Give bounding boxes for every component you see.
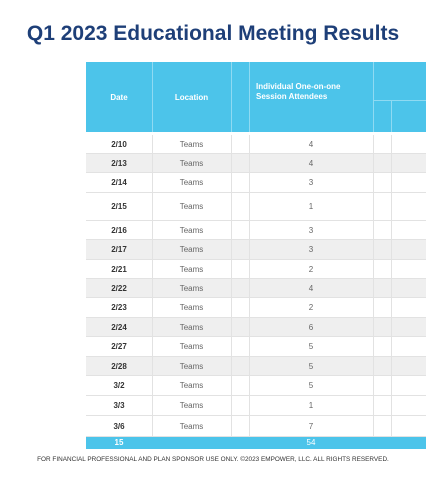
- date-cell: 3/3: [113, 401, 125, 410]
- attendees-cell: 2: [308, 264, 314, 274]
- location-cell: Teams: [179, 264, 204, 274]
- header-divider: [373, 62, 374, 132]
- attendees-cell: 7: [308, 421, 314, 431]
- table-row: [86, 135, 426, 154]
- attendees-cell: 2: [308, 303, 314, 312]
- total-count: 15: [114, 438, 124, 447]
- location-cell: Teams: [179, 381, 204, 390]
- date-cell: 3/6: [113, 421, 125, 431]
- location-cell: Teams: [179, 202, 204, 211]
- table-row: [86, 193, 426, 221]
- location-cell: Teams: [179, 322, 204, 332]
- table-row: [86, 154, 426, 173]
- date-cell: 2/23: [111, 303, 127, 312]
- date-cell: 2/28: [111, 361, 127, 371]
- attendees-cell: 5: [308, 361, 314, 371]
- header-divider: [231, 62, 232, 132]
- table-row: [86, 396, 426, 416]
- date-cell: 2/24: [111, 322, 127, 332]
- table-row: [86, 318, 426, 337]
- table-row: [86, 260, 426, 279]
- location-cell: Teams: [179, 139, 204, 149]
- location-cell: Teams: [179, 401, 204, 410]
- attendees-cell: 3: [308, 245, 314, 254]
- location-cell: Teams: [179, 178, 204, 187]
- header-divider: [249, 62, 250, 132]
- table-row: [86, 279, 426, 298]
- table-row: [86, 298, 426, 318]
- table-row: [86, 173, 426, 193]
- attendees-cell: 1: [308, 202, 314, 211]
- table-row: [86, 221, 426, 240]
- date-cell: 2/13: [111, 158, 127, 168]
- table-row: [86, 416, 426, 437]
- attendees-cell: 5: [308, 342, 314, 351]
- table-row: [86, 337, 426, 357]
- attendees-cell: 5: [308, 381, 314, 390]
- location-cell: Teams: [179, 421, 204, 431]
- location-cell: Teams: [179, 303, 204, 312]
- attendees-cell: 4: [308, 283, 314, 293]
- location-cell: Teams: [179, 245, 204, 254]
- location-cell: Teams: [179, 342, 204, 351]
- date-cell: 3/2: [113, 381, 125, 390]
- date-cell: 2/21: [111, 264, 127, 274]
- attendees-cell: 6: [308, 322, 314, 332]
- header-cell: Individual One-on-one Session Attendees: [256, 82, 341, 101]
- attendees-cell: 4: [308, 158, 314, 168]
- table-row: [86, 240, 426, 260]
- attendees-cell: 4: [308, 139, 314, 149]
- attendees-cell: 1: [308, 401, 314, 410]
- header-divider: [373, 100, 426, 101]
- date-cell: 2/14: [111, 178, 127, 187]
- column-divider: [249, 135, 250, 437]
- location-cell: Teams: [179, 158, 204, 168]
- column-divider: [373, 135, 374, 437]
- location-cell: Teams: [179, 225, 204, 235]
- location-cell: Teams: [179, 361, 204, 371]
- column-divider: [152, 135, 153, 437]
- date-cell: 2/22: [111, 283, 127, 293]
- total-row: [86, 437, 426, 449]
- table-row: [86, 376, 426, 396]
- title: Q1 2023 Educational Meeting Results: [26, 22, 400, 45]
- date-cell: 2/16: [111, 225, 127, 235]
- attendees-cell: 3: [308, 225, 314, 235]
- header-row: [86, 62, 426, 132]
- header-divider: [152, 62, 153, 132]
- table-row: [86, 357, 426, 376]
- header-divider: [391, 100, 392, 132]
- column-divider: [391, 135, 392, 437]
- location-cell: Teams: [179, 283, 204, 293]
- table: Date Location Individual One-on-one Sessio…: [86, 62, 426, 449]
- header-cell: Date: [110, 93, 128, 102]
- date-cell: 2/17: [111, 245, 127, 254]
- header-cell: Location: [174, 93, 209, 102]
- date-cell: 2/27: [111, 342, 127, 351]
- footer: FOR FINANCIAL PROFESSIONAL AND PLAN SPON…: [37, 456, 389, 463]
- date-cell: 2/10: [111, 139, 127, 149]
- column-divider: [231, 135, 232, 437]
- date-cell: 2/15: [111, 202, 127, 211]
- total-attendees: 54: [306, 438, 316, 447]
- attendees-cell: 3: [308, 178, 314, 187]
